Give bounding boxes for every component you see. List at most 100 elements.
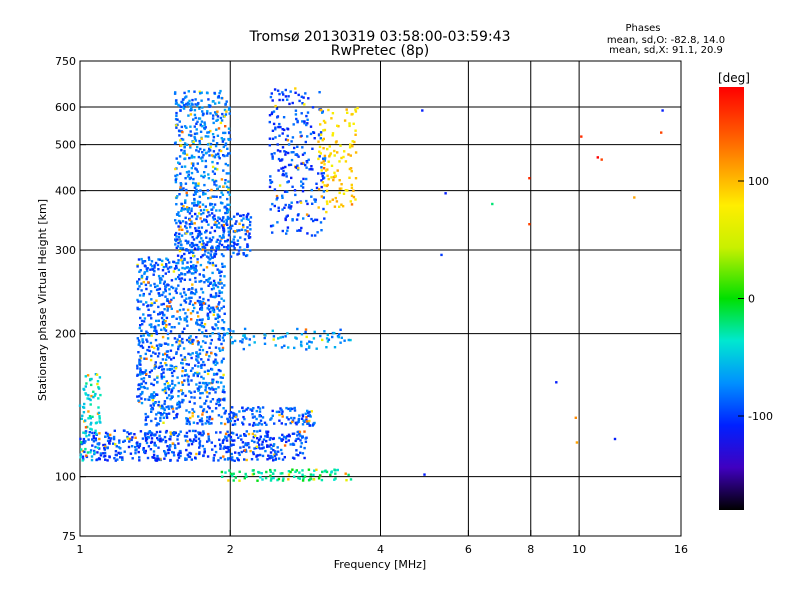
echo-point <box>102 443 105 447</box>
echo-point <box>103 443 107 447</box>
echo-point <box>177 261 180 265</box>
echo-point <box>347 473 350 477</box>
echo-point <box>245 217 249 221</box>
echo-point <box>142 447 145 450</box>
echo-point <box>137 258 141 261</box>
echo-point <box>232 432 235 435</box>
echo-point <box>166 355 169 358</box>
echo-point <box>329 473 332 477</box>
echo-point <box>325 184 328 188</box>
echo-point <box>268 114 272 117</box>
echo-point <box>144 412 147 416</box>
echo-point <box>319 123 322 126</box>
echo-point <box>302 419 305 422</box>
echo-point <box>248 236 252 239</box>
echo-point <box>211 398 215 401</box>
echo-point <box>170 450 174 454</box>
echo-point <box>137 383 140 387</box>
echo-point <box>274 136 277 139</box>
echo-point <box>213 229 217 233</box>
echo-point <box>310 410 313 413</box>
echo-point <box>211 271 214 275</box>
echo-point <box>87 410 90 413</box>
echo-point <box>217 152 220 155</box>
echo-point <box>163 457 166 460</box>
echo-point <box>186 453 189 456</box>
y-tick-label: 500 <box>55 139 76 152</box>
echo-point <box>169 364 172 367</box>
echo-point <box>173 369 176 373</box>
echo-point <box>291 468 294 471</box>
echo-point <box>229 244 233 248</box>
echo-point <box>201 318 204 321</box>
echo-point <box>186 249 190 252</box>
echo-point <box>153 401 157 405</box>
echo-point <box>204 159 207 163</box>
echo-point <box>210 188 213 192</box>
echo-point <box>183 252 186 256</box>
echo-point <box>297 93 300 97</box>
echo-point <box>159 412 162 415</box>
echo-point <box>190 220 193 223</box>
echo-point <box>224 142 228 145</box>
echo-point <box>211 410 214 413</box>
echo-point <box>181 401 184 404</box>
echo-point <box>200 303 204 306</box>
echo-point <box>158 294 161 297</box>
echo-point <box>78 404 82 407</box>
echo-point <box>190 222 194 225</box>
echo-point <box>221 376 224 379</box>
echo-point <box>82 440 85 443</box>
echo-point <box>166 385 170 388</box>
echo-point <box>294 421 297 425</box>
echo-point <box>157 268 160 271</box>
echo-point <box>231 411 235 415</box>
echo-point <box>197 182 200 185</box>
echo-point <box>199 263 203 267</box>
echo-point <box>322 147 325 150</box>
echo-point <box>82 437 86 441</box>
echo-point <box>186 440 189 443</box>
echo-point <box>144 434 147 438</box>
echo-point <box>342 155 345 159</box>
echo-point <box>184 216 187 219</box>
echo-point <box>213 172 216 175</box>
echo-point <box>248 446 251 449</box>
echo-point <box>203 246 207 249</box>
echo-point <box>281 98 285 102</box>
echo-point <box>198 442 201 445</box>
echo-point <box>183 146 186 149</box>
echo-point <box>215 360 218 363</box>
echo-point <box>279 150 282 153</box>
echo-point <box>167 343 170 346</box>
echo-point <box>191 292 195 295</box>
echo-point <box>269 418 272 421</box>
echo-point <box>83 441 86 445</box>
echo-point <box>224 471 227 474</box>
echo-point <box>221 140 225 143</box>
echo-point <box>273 453 276 456</box>
echo-point <box>187 444 190 447</box>
echo-point <box>146 275 149 279</box>
echo-point <box>229 329 232 332</box>
echo-point <box>217 95 220 98</box>
echo-point <box>348 122 351 125</box>
echo-point <box>284 151 288 154</box>
echo-point <box>351 140 354 143</box>
echo-point <box>160 263 164 266</box>
echo-point <box>280 448 283 452</box>
echo-point <box>220 224 224 227</box>
echo-point <box>220 342 223 346</box>
echo-point <box>134 452 137 455</box>
echo-point <box>179 451 182 454</box>
echo-point <box>91 438 94 441</box>
echo-point <box>209 257 212 260</box>
echo-point <box>343 150 346 153</box>
echo-point <box>298 432 301 436</box>
echo-point <box>140 289 143 292</box>
echo-point <box>177 453 180 457</box>
echo-point <box>222 385 225 388</box>
echo-point <box>231 416 234 420</box>
echo-point <box>252 472 256 476</box>
x-tick-label: 1 <box>77 543 84 556</box>
